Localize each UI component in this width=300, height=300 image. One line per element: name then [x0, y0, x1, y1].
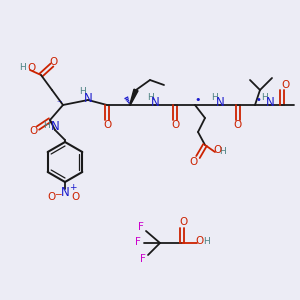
Text: O: O: [171, 120, 179, 130]
Text: N: N: [84, 92, 92, 104]
Text: N: N: [51, 121, 59, 134]
Text: O: O: [47, 192, 55, 202]
Text: H: H: [79, 88, 86, 97]
Text: O: O: [28, 63, 36, 73]
Text: •: •: [255, 95, 261, 105]
Text: H: H: [147, 92, 153, 101]
Text: N: N: [151, 97, 159, 110]
Text: O: O: [195, 236, 203, 246]
Text: ...: ...: [57, 97, 63, 103]
Text: F: F: [135, 237, 141, 247]
Text: H: H: [43, 122, 50, 130]
Text: N: N: [61, 185, 69, 199]
Text: O: O: [103, 120, 111, 130]
Text: O: O: [71, 192, 79, 202]
Text: O: O: [179, 217, 187, 227]
Text: O: O: [281, 80, 289, 90]
Text: H: H: [202, 238, 209, 247]
Text: O: O: [29, 126, 37, 136]
Text: •: •: [195, 95, 201, 105]
Text: O: O: [189, 157, 197, 167]
Text: O: O: [50, 57, 58, 67]
Text: H: H: [212, 92, 218, 101]
Text: O: O: [234, 120, 242, 130]
Text: +: +: [69, 184, 77, 193]
Text: F: F: [138, 222, 144, 232]
Text: H: H: [262, 92, 268, 101]
Text: N: N: [216, 97, 224, 110]
Text: N: N: [266, 97, 274, 110]
Text: −: −: [54, 190, 62, 199]
Text: F: F: [140, 254, 146, 264]
Text: O: O: [213, 145, 221, 155]
Polygon shape: [130, 89, 138, 105]
Text: H: H: [220, 148, 226, 157]
Text: H: H: [19, 62, 26, 71]
